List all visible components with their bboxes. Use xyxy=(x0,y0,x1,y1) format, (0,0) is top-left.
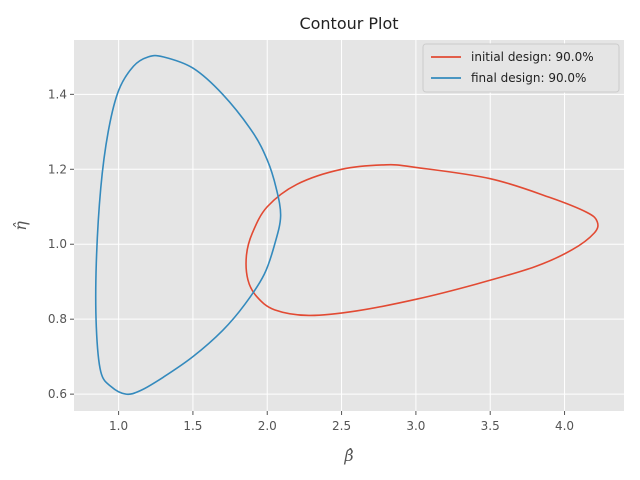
x-tick-label: 1.5 xyxy=(183,419,202,433)
y-axis-label: η̂ xyxy=(11,221,30,231)
x-tick-label: 3.5 xyxy=(481,419,500,433)
legend-box xyxy=(422,43,620,93)
legend-label-final-design: final design: 90.0% xyxy=(471,71,586,85)
legend-label-initial-design: initial design: 90.0% xyxy=(471,50,594,64)
series-line-final-design xyxy=(94,54,282,396)
x-axis-ticks: 1.0 1.5 2.0 2.5 3.0 3.5 4.0 xyxy=(109,411,574,433)
plot-area xyxy=(74,40,624,411)
series-line-initial-design xyxy=(245,163,599,317)
y-tick-label: 1.0 xyxy=(48,237,67,251)
grid-lines xyxy=(74,40,624,411)
x-axis-label: β̂ xyxy=(343,446,353,465)
y-tick-label: 1.2 xyxy=(48,162,67,176)
x-tick-label: 2.0 xyxy=(258,419,277,433)
x-tick-label: 1.0 xyxy=(109,419,128,433)
legend: initial design: 90.0% final design: 90.0… xyxy=(422,43,620,93)
chart-title: Contour Plot xyxy=(299,14,398,33)
x-tick-label: 3.0 xyxy=(406,419,425,433)
series-layer xyxy=(94,54,599,396)
y-tick-label: 0.8 xyxy=(48,312,67,326)
y-tick-label: 1.4 xyxy=(48,87,67,101)
x-tick-label: 2.5 xyxy=(332,419,351,433)
x-tick-label: 4.0 xyxy=(555,419,574,433)
y-tick-label: 0.6 xyxy=(48,387,67,401)
y-axis-ticks: 0.6 0.8 1.0 1.2 1.4 xyxy=(48,87,74,401)
